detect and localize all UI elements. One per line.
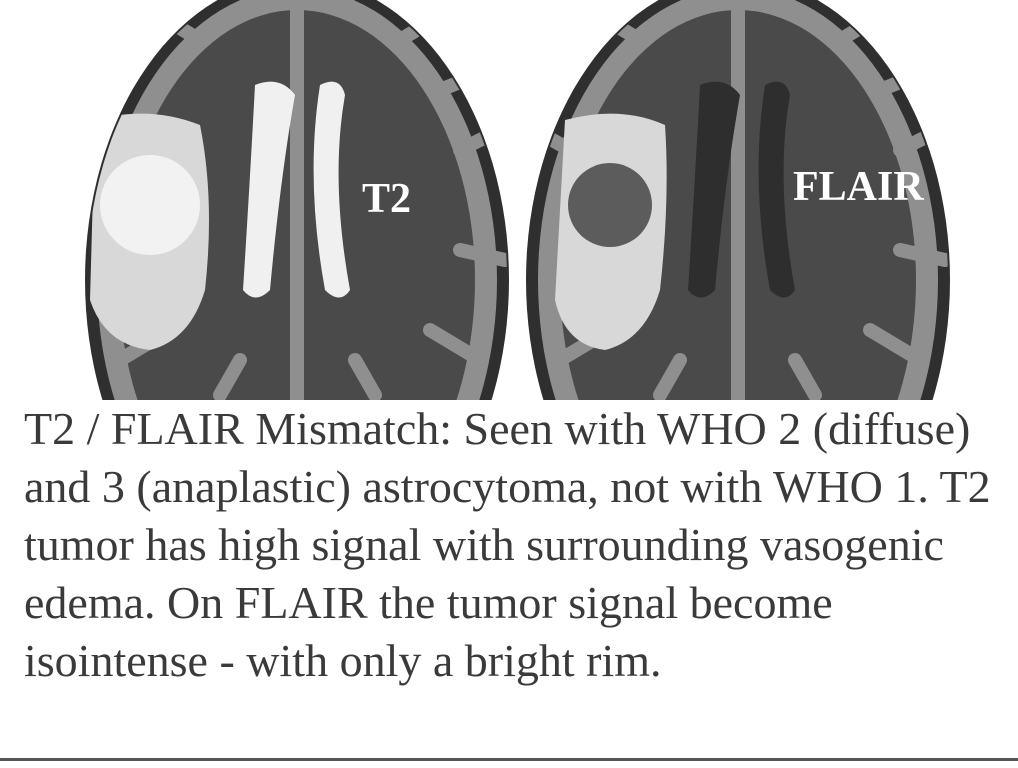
t2-left-ventricle [243,81,295,298]
flair-brain-panel: FLAIR [526,0,950,400]
flair-left-ventricle [688,81,740,298]
t2-brain-panel: T2 [85,0,509,400]
flair-label: FLAIR [793,164,924,210]
flair-right-ventricle [758,81,795,298]
t2-label: T2 [362,176,411,222]
t2-right-ventricle [313,81,350,298]
t2-sulci [88,0,507,400]
diagram-figure: T2 FLAIR [85,0,950,400]
t2-tumor [100,155,200,255]
flair-tumor [568,163,652,247]
bottom-divider [0,758,1018,761]
caption-text: T2 / FLAIR Mismatch: Seen with WHO 2 (di… [24,403,991,686]
